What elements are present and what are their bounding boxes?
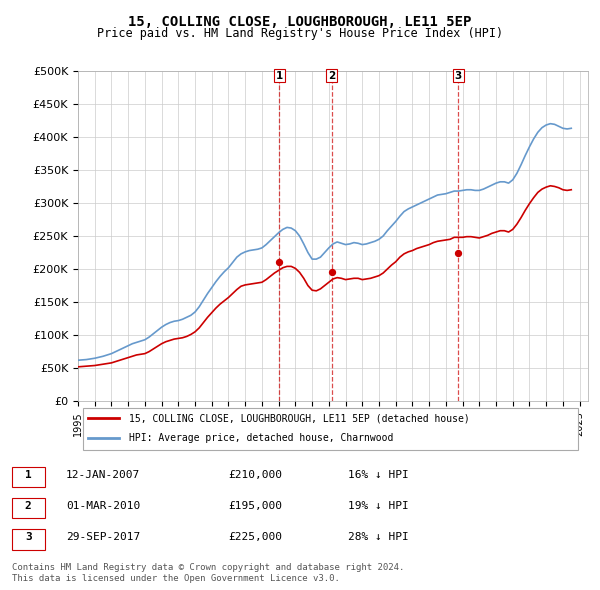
- Text: 1: 1: [25, 470, 32, 480]
- Text: 1: 1: [275, 71, 283, 81]
- Text: £195,000: £195,000: [228, 502, 282, 511]
- FancyBboxPatch shape: [12, 498, 45, 519]
- Text: 15, COLLING CLOSE, LOUGHBOROUGH, LE11 5EP: 15, COLLING CLOSE, LOUGHBOROUGH, LE11 5E…: [128, 15, 472, 29]
- Text: 2: 2: [25, 502, 32, 511]
- Text: 3: 3: [25, 532, 32, 542]
- Text: HPI: Average price, detached house, Charnwood: HPI: Average price, detached house, Char…: [129, 433, 394, 443]
- Text: 29-SEP-2017: 29-SEP-2017: [66, 532, 140, 542]
- Text: 3: 3: [455, 71, 462, 81]
- FancyBboxPatch shape: [12, 467, 45, 487]
- Text: 15, COLLING CLOSE, LOUGHBOROUGH, LE11 5EP (detached house): 15, COLLING CLOSE, LOUGHBOROUGH, LE11 5E…: [129, 413, 470, 423]
- Text: 19% ↓ HPI: 19% ↓ HPI: [348, 502, 409, 511]
- Text: Contains HM Land Registry data © Crown copyright and database right 2024.
This d: Contains HM Land Registry data © Crown c…: [12, 563, 404, 583]
- Text: 2: 2: [328, 71, 335, 81]
- Text: 28% ↓ HPI: 28% ↓ HPI: [348, 532, 409, 542]
- Point: [454, 248, 463, 257]
- Point: [327, 268, 337, 277]
- FancyBboxPatch shape: [12, 529, 45, 550]
- Point: [275, 258, 284, 267]
- Text: Price paid vs. HM Land Registry's House Price Index (HPI): Price paid vs. HM Land Registry's House …: [97, 27, 503, 40]
- Text: 16% ↓ HPI: 16% ↓ HPI: [348, 470, 409, 480]
- FancyBboxPatch shape: [83, 408, 578, 451]
- Text: £210,000: £210,000: [228, 470, 282, 480]
- Text: 12-JAN-2007: 12-JAN-2007: [66, 470, 140, 480]
- Text: £225,000: £225,000: [228, 532, 282, 542]
- Text: 01-MAR-2010: 01-MAR-2010: [66, 502, 140, 511]
